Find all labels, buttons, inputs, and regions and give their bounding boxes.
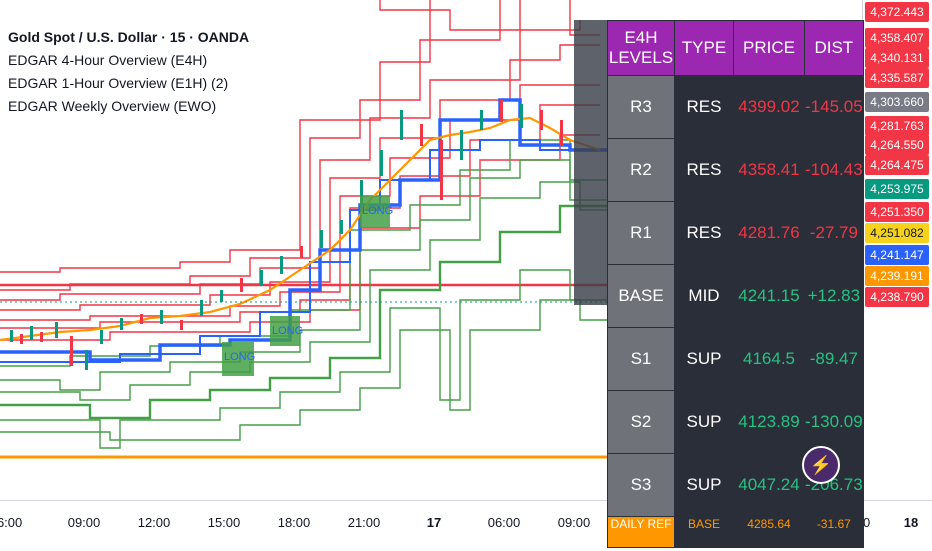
price-tag: 4,253.975 — [865, 179, 929, 199]
indicator-e1h-label[interactable]: EDGAR 1-Hour Overview (E1H) (2) — [8, 75, 229, 91]
level-name: R2 — [607, 138, 675, 202]
time-label: 18 — [903, 515, 919, 530]
price-tag: 4,239.191 — [865, 266, 929, 286]
level-price: 4358.41 — [733, 138, 805, 202]
table-row-daily: DAILY REF BASE 4285.64 -31.67 — [607, 516, 864, 548]
price-tag: 4,372.443 — [865, 2, 929, 22]
level-dist: -130.09 — [804, 390, 864, 454]
price-tag: 4,340.131 — [865, 48, 929, 68]
price-tag: 4,264.475 — [865, 155, 929, 175]
time-label: 15:00 — [207, 515, 241, 530]
table-row: BASE MID 4241.15 +12.83 — [607, 264, 864, 328]
level-type: MID — [674, 264, 734, 328]
e4h-levels-table: E4H LEVELS TYPE PRICE DIST R3 RES 4399.0… — [607, 20, 864, 548]
lightning-icon[interactable]: ⚡ — [802, 446, 840, 484]
level-name: BASE — [607, 264, 675, 328]
level-type: RES — [674, 201, 734, 265]
header-dist: DIST — [804, 20, 864, 76]
level-price: 4047.24 — [733, 453, 805, 517]
level-name: S3 — [607, 453, 675, 517]
table-row: S2 SUP 4123.89 -130.09 — [607, 390, 864, 454]
price-scale[interactable]: 4,372.443 4,358.407 4,340.131 4,335.587 4,30… — [862, 0, 932, 500]
level-dist: -31.67 — [804, 516, 864, 548]
table-row: S1 SUP 4164.5 -89.47 — [607, 327, 864, 391]
level-price: 4241.15 — [733, 264, 805, 328]
level-price: 4285.64 — [733, 516, 805, 548]
level-price: 4399.02 — [733, 75, 805, 139]
signal-long-3: LONG — [362, 205, 393, 217]
header-price: PRICE — [733, 20, 805, 76]
level-type: SUP — [674, 327, 734, 391]
time-label: 06:00 — [0, 515, 23, 530]
time-label: 17 — [426, 515, 442, 530]
level-price: 4281.76 — [733, 201, 805, 265]
price-tag: 4,264.550 — [865, 135, 929, 155]
symbol-title[interactable]: Gold Spot / U.S. Dollar · 15 · OANDA — [8, 29, 250, 45]
time-label: 09:00 — [67, 515, 101, 530]
price-tag: 4,241.147 — [865, 245, 929, 265]
level-type: BASE — [674, 516, 734, 548]
candles — [10, 100, 563, 370]
level-dist: +12.83 — [804, 264, 864, 328]
level-type: SUP — [674, 453, 734, 517]
level-type: RES — [674, 138, 734, 202]
price-tag: 4,251.082 — [865, 223, 929, 243]
header-levels: E4H LEVELS — [607, 20, 675, 76]
level-name: R3 — [607, 75, 675, 139]
level-type: RES — [674, 75, 734, 139]
level-price: 4164.5 — [733, 327, 805, 391]
level-dist: -145.05 — [804, 75, 864, 139]
price-tag: 4,335.587 — [865, 68, 929, 88]
table-row: R1 RES 4281.76 -27.79 — [607, 201, 864, 265]
price-tag: 4,303.660 — [865, 92, 929, 112]
level-dist: -104.43 — [804, 138, 864, 202]
time-label: 06:00 — [487, 515, 521, 530]
time-label: 12:00 — [137, 515, 171, 530]
signal-long-2: LONG — [272, 325, 303, 337]
price-tag: 4,358.407 — [865, 28, 929, 48]
level-dist: -27.79 — [804, 201, 864, 265]
chart-legend: Gold Spot / U.S. Dollar · 15 · OANDA EDG… — [8, 26, 249, 118]
table-row: R2 RES 4358.41 -104.43 — [607, 138, 864, 202]
level-dist: -89.47 — [804, 327, 864, 391]
level-name: R1 — [607, 201, 675, 265]
level-price: 4123.89 — [733, 390, 805, 454]
price-tag: 4,251.350 — [865, 202, 929, 222]
level-name: S2 — [607, 390, 675, 454]
level-name: DAILY REF — [607, 516, 675, 548]
indicator-ewo-label[interactable]: EDGAR Weekly Overview (EWO) — [8, 98, 217, 114]
table-header-row: E4H LEVELS TYPE PRICE DIST — [607, 20, 864, 76]
time-label: 09:00 — [557, 515, 591, 530]
table-row: S3 SUP 4047.24 -206.73 — [607, 453, 864, 517]
time-label: 18:00 — [277, 515, 311, 530]
indicator-e4h-label[interactable]: EDGAR 4-Hour Overview (E4H) — [8, 52, 208, 68]
header-type: TYPE — [674, 20, 734, 76]
time-label: 21:00 — [347, 515, 381, 530]
price-tag: 4,238.790 — [865, 287, 929, 307]
table-row: R3 RES 4399.02 -145.05 — [607, 75, 864, 139]
price-chart[interactable]: LONG LONG LONG — [0, 0, 862, 500]
price-tag: 4,281.763 — [865, 116, 929, 136]
level-type: SUP — [674, 390, 734, 454]
signal-long-1: LONG — [224, 351, 255, 363]
level-name: S1 — [607, 327, 675, 391]
